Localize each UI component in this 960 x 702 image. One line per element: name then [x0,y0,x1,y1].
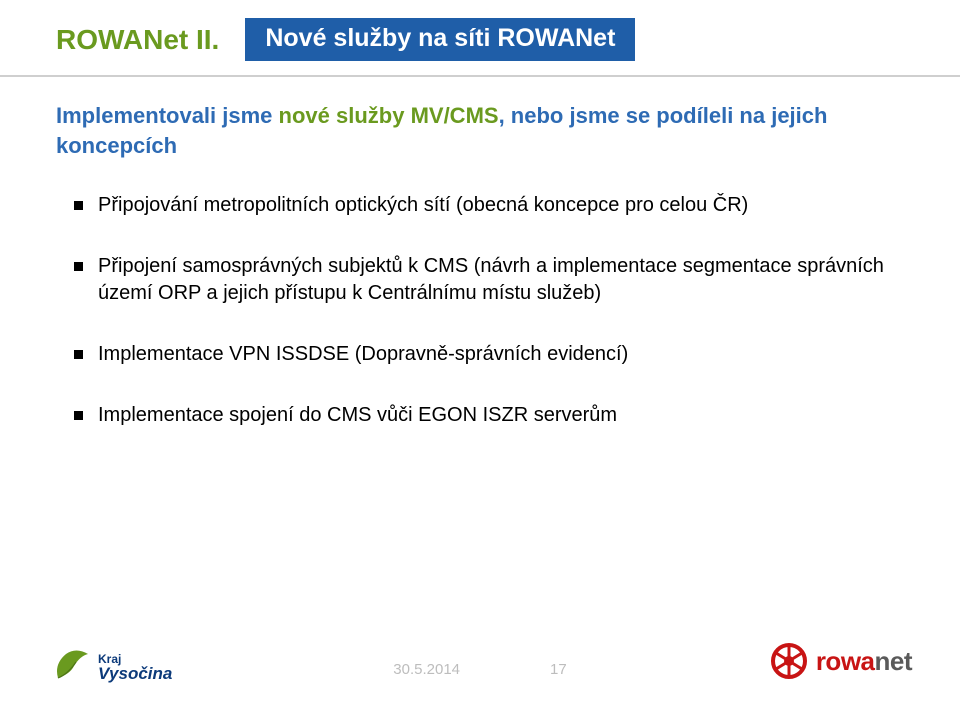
kraj-region: Vysočina [98,665,172,682]
intro-paragraph: Implementovali jsme nové služby MV/CMS, … [56,101,900,160]
kraj-vysocina-logo: Kraj Vysočina [52,648,172,682]
footer-page-number: 17 [550,661,567,678]
rowanet-logo: rowanet [770,642,912,680]
intro-part2: nové služby MV/CMS [279,103,499,128]
bullet-list: Připojování metropolitních optických sít… [56,192,900,429]
kraj-text: Kraj Vysočina [98,653,172,682]
footer-date: 30.5.2014 [393,661,460,678]
rowanet-suffix: net [875,646,913,676]
footer: Kraj Vysočina 30.5.2014 17 rowanet [0,628,960,682]
rowanet-prefix: rowa [816,646,875,676]
bullet-item: Implementace VPN ISSDSE (Dopravně-správn… [74,341,900,368]
content-area: Implementovali jsme nové služby MV/CMS, … [0,77,960,429]
rowanet-icon [770,642,808,680]
brand-title: ROWANet II. [56,24,219,56]
rowanet-wordmark: rowanet [816,646,912,677]
leaf-icon [52,648,92,682]
slide-title: Nové služby na síti ROWANet [245,18,635,61]
intro-part1: Implementovali jsme [56,103,279,128]
bullet-item: Připojování metropolitních optických sít… [74,192,900,219]
bullet-item: Implementace spojení do CMS vůči EGON IS… [74,402,900,429]
bullet-item: Připojení samosprávných subjektů k CMS (… [74,253,900,307]
header: ROWANet II. Nové služby na síti ROWANet [0,0,960,61]
slide: ROWANet II. Nové služby na síti ROWANet … [0,0,960,702]
footer-meta: 30.5.2014 17 [393,661,566,678]
